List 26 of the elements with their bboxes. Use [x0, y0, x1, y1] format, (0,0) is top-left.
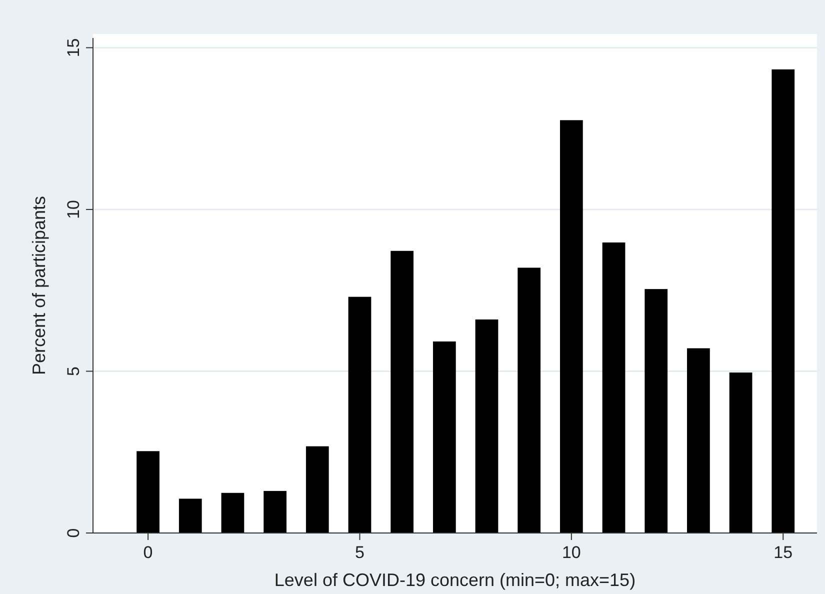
y-axis-title: Percent of participants — [29, 196, 49, 376]
bar — [136, 451, 160, 533]
bar — [644, 289, 668, 533]
bar — [390, 250, 414, 533]
bar — [518, 268, 541, 533]
bar — [348, 296, 372, 533]
x-tick-label: 5 — [355, 543, 364, 562]
bar — [729, 372, 752, 533]
bar — [221, 492, 244, 533]
y-tick-label: 5 — [64, 366, 83, 376]
x-tick-label: 15 — [774, 543, 793, 562]
y-tick-label: 10 — [64, 200, 83, 219]
x-tick-label: 10 — [562, 543, 581, 562]
bar — [432, 341, 456, 533]
bar — [306, 446, 329, 533]
bar — [687, 348, 710, 533]
x-axis-title: Level of COVID-19 concern (min=0; max=15) — [274, 570, 636, 590]
bar — [178, 498, 202, 533]
bar — [602, 242, 626, 533]
bar — [475, 319, 498, 533]
y-tick-label: 0 — [64, 528, 83, 538]
bar — [264, 490, 286, 533]
bar — [560, 120, 583, 533]
y-tick-label: 15 — [64, 38, 83, 58]
x-tick-label: 0 — [143, 543, 153, 562]
bar — [772, 69, 795, 533]
